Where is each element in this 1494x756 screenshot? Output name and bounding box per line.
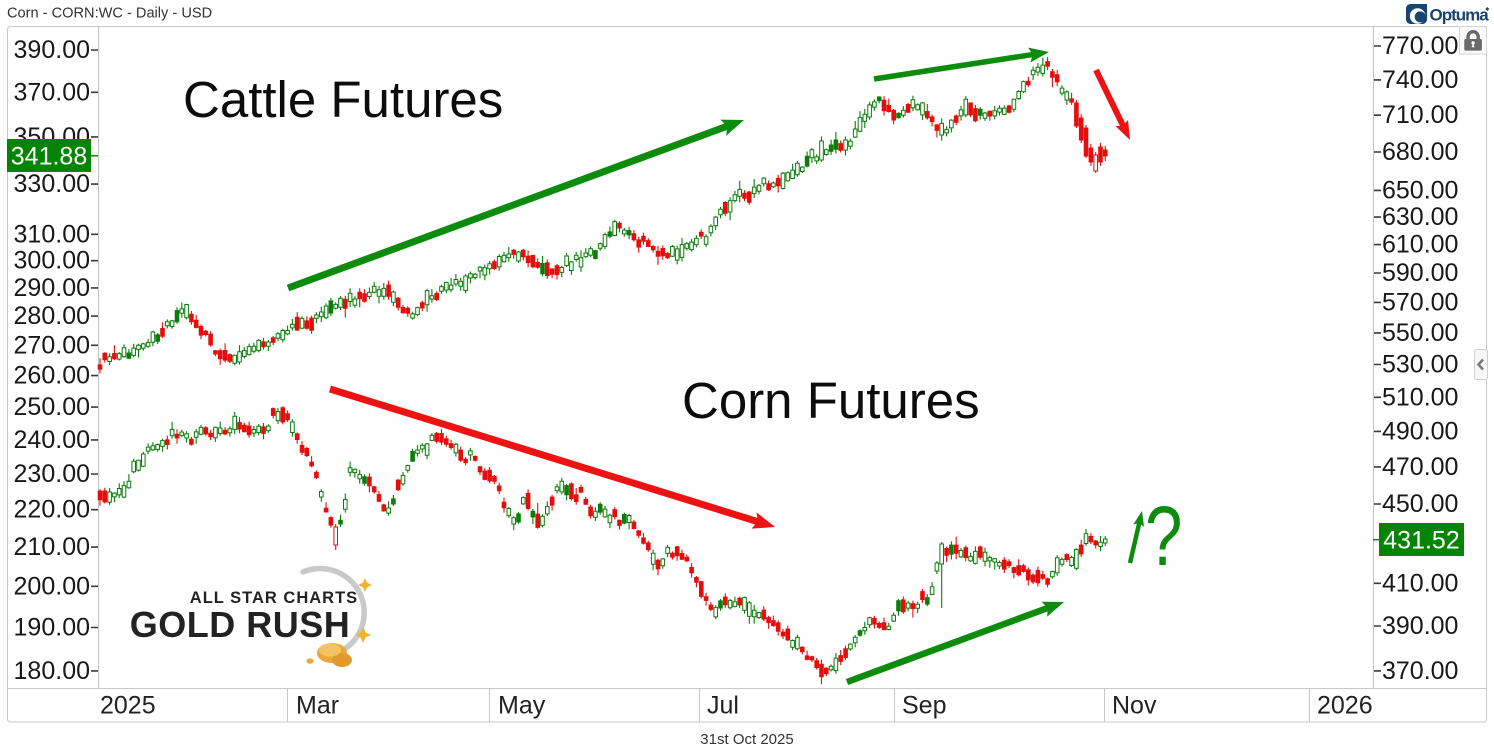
svg-text:370.00: 370.00 [14,78,90,106]
svg-text:Corn - CORN:WC - Daily - USD: Corn - CORN:WC - Daily - USD [7,6,212,22]
svg-text:?: ? [1145,490,1182,584]
svg-text:Sep: Sep [902,692,946,720]
svg-text:290.00: 290.00 [14,274,90,302]
svg-text:300.00: 300.00 [14,247,90,275]
svg-text:250.00: 250.00 [14,393,90,421]
svg-text:470.00: 470.00 [1382,453,1458,481]
svg-text:2025: 2025 [100,692,156,720]
svg-text:Optuma: Optuma [1430,6,1490,25]
svg-text:210.00: 210.00 [14,533,90,561]
svg-text:410.00: 410.00 [1382,569,1458,597]
svg-text:510.00: 510.00 [1382,383,1458,411]
svg-text:710.00: 710.00 [1382,101,1458,129]
svg-text:190.00: 190.00 [14,614,90,642]
svg-text:180.00: 180.00 [14,657,90,685]
svg-text:31st Oct 2025: 31st Oct 2025 [700,731,793,748]
svg-text:590.00: 590.00 [1382,259,1458,287]
svg-text:390.00: 390.00 [14,36,90,64]
svg-text:270.00: 270.00 [14,331,90,359]
svg-text:220.00: 220.00 [14,496,90,524]
svg-text:200.00: 200.00 [14,572,90,600]
svg-text:530.00: 530.00 [1382,351,1458,379]
svg-text:310.00: 310.00 [14,220,90,248]
svg-text:Mar: Mar [296,692,339,720]
svg-text:650.00: 650.00 [1382,176,1458,204]
svg-text:630.00: 630.00 [1382,203,1458,231]
svg-text:Cattle Futures: Cattle Futures [183,71,503,128]
svg-text:490.00: 490.00 [1382,417,1458,445]
svg-text:680.00: 680.00 [1382,138,1458,166]
svg-text:May: May [498,692,546,720]
svg-text:Nov: Nov [1112,692,1157,720]
svg-text:370.00: 370.00 [1382,657,1458,685]
svg-text:450.00: 450.00 [1382,490,1458,518]
svg-text:GOLD RUSH: GOLD RUSH [130,604,351,645]
svg-text:770.00: 770.00 [1382,32,1458,60]
svg-text:2026: 2026 [1317,692,1373,720]
svg-text:341.88: 341.88 [11,143,87,171]
svg-text:740.00: 740.00 [1382,66,1458,94]
svg-text:390.00: 390.00 [1382,612,1458,640]
svg-text:431.52: 431.52 [1383,527,1459,555]
svg-text:260.00: 260.00 [14,362,90,390]
svg-text:550.00: 550.00 [1382,319,1458,347]
svg-text:240.00: 240.00 [14,426,90,454]
svg-text:Jul: Jul [707,692,739,720]
svg-text:Corn Futures: Corn Futures [682,372,980,429]
svg-text:610.00: 610.00 [1382,231,1458,259]
svg-text:330.00: 330.00 [14,170,90,198]
svg-text:230.00: 230.00 [14,460,90,488]
svg-text:ALL STAR CHARTS: ALL STAR CHARTS [190,589,358,607]
svg-text:280.00: 280.00 [14,302,90,330]
svg-text:570.00: 570.00 [1382,288,1458,316]
